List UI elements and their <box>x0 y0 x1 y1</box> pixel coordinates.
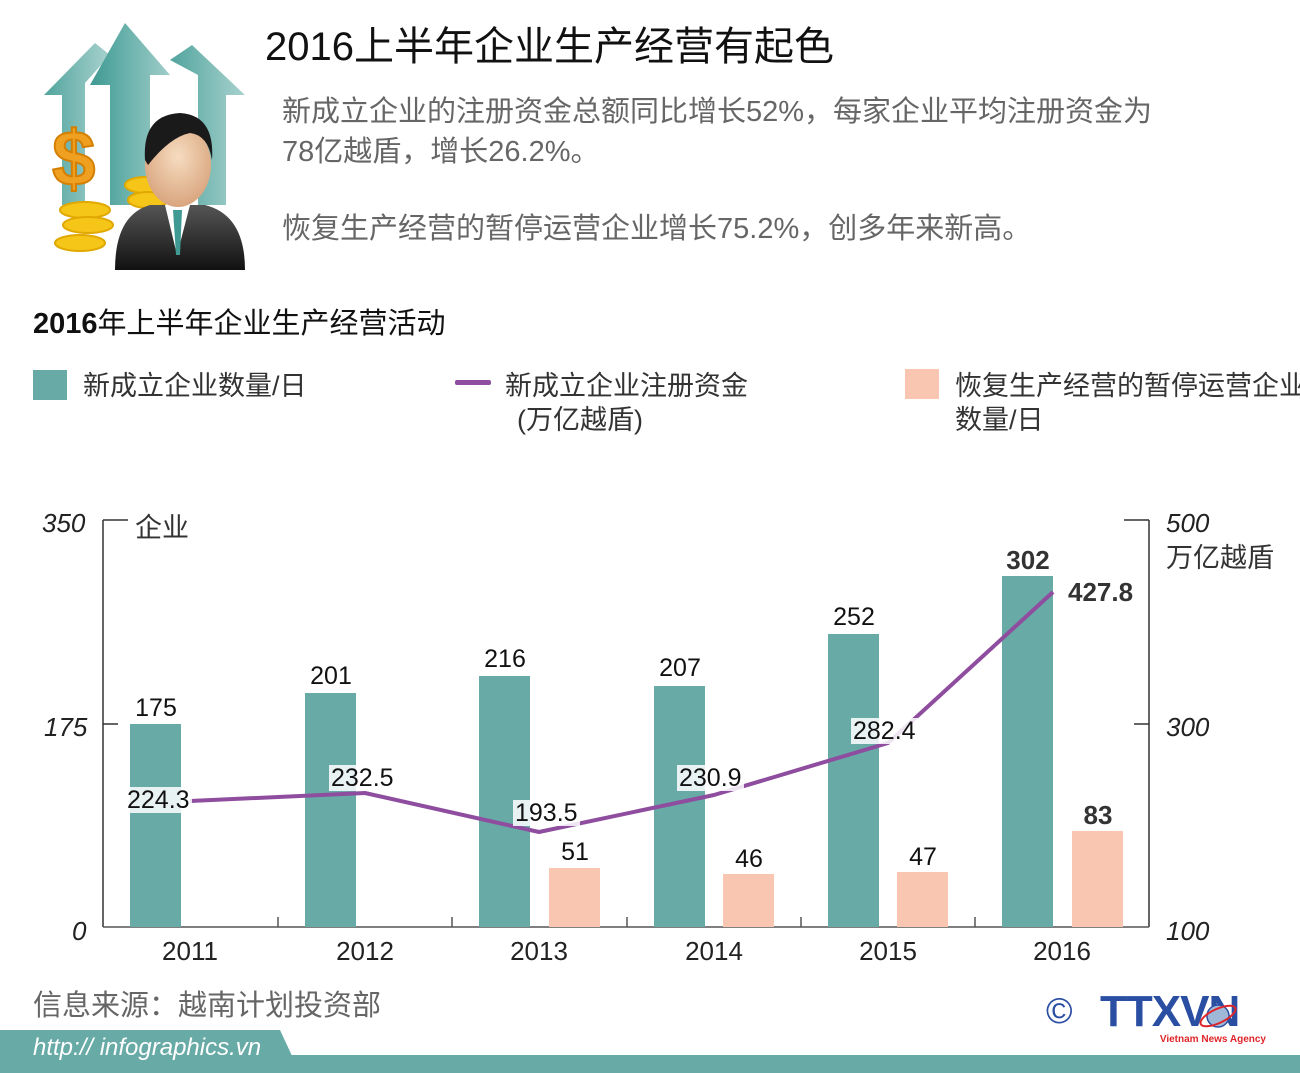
year-label-2014: 2014 <box>685 936 743 966</box>
value-resumed-2016: 83 <box>1083 800 1113 830</box>
legend-swatch-new-firms <box>33 370 67 400</box>
legend-swatch-resumed <box>905 369 939 399</box>
summary-paragraph-2: 恢复生产经营的暂停运营企业增长75.2%，创多年来新高。 <box>282 213 1032 245</box>
legend-label-resumed: 恢复生产经营的暂停运营企业 数量/日 <box>955 369 1300 437</box>
illustration: $ <box>30 15 260 275</box>
value-resumed-2015: 47 <box>909 843 937 871</box>
capital-line <box>189 590 1055 834</box>
summary-paragraph-1: 新成立企业的注册资金总额同比增长52%，每家企业平均注册资金为 78亿越盾，增长… <box>282 92 1272 172</box>
bar-new-firms-2012 <box>305 693 356 927</box>
left-axis <box>102 519 128 927</box>
bar-new-firms-2011 <box>130 724 181 927</box>
value-new-firms-2013: 216 <box>484 645 526 673</box>
chart-title-year: 2016 <box>33 308 98 340</box>
legend-label-resumed-line2: 数量/日 <box>955 405 1044 435</box>
bar-new-firms-2015 <box>828 634 879 927</box>
value-new-firms-2011: 175 <box>135 694 177 722</box>
value-capital-2015: 282.4 <box>851 717 918 745</box>
year-label-2015: 2015 <box>859 936 917 966</box>
value-capital-2013: 193.5 <box>513 799 580 827</box>
summary-line-2: 78亿越盾，增长26.2%。 <box>282 136 600 168</box>
legend-label-resumed-line1: 恢复生产经营的暂停运营企业 <box>955 371 1300 401</box>
left-axis-tick-175: 175 <box>44 712 88 742</box>
value-capital-2016: 427.8 <box>1068 577 1134 607</box>
value-new-firms-2016: 302 <box>1006 545 1050 575</box>
legend-label-new-firms: 新成立企业数量/日 <box>83 371 307 401</box>
left-axis-tick-0: 0 <box>72 916 87 946</box>
left-axis-tick-350: 350 <box>42 508 86 538</box>
legend-label-capital-line2: (万亿越盾) <box>517 405 643 435</box>
right-axis-tick-100: 100 <box>1166 916 1210 946</box>
legend-label-capital-line1: 新成立企业注册资金 <box>505 371 748 401</box>
right-axis-unit: 万亿越盾 <box>1166 543 1274 573</box>
value-new-firms-2012: 201 <box>310 662 352 690</box>
businessman-growth-icon: $ <box>44 23 245 270</box>
legend-label-capital: 新成立企业注册资金 (万亿越盾) <box>505 369 748 437</box>
year-label-2012: 2012 <box>336 936 394 966</box>
bar-resumed-2013 <box>549 868 600 927</box>
value-new-firms-2015: 252 <box>833 603 875 631</box>
chart-title: 2016年上半年企业生产经营活动 <box>33 300 446 342</box>
source-note: 信息来源：越南计划投资部 <box>33 990 382 1022</box>
value-resumed-2014: 46 <box>735 845 763 873</box>
footer-tab <box>0 1030 300 1073</box>
bar-resumed-2016 <box>1072 831 1123 927</box>
bar-new-firms-2016 <box>1002 576 1053 927</box>
summary-line-1: 新成立企业的注册资金总额同比增长52%，每家企业平均注册资金为 <box>282 96 1153 128</box>
year-label-2011: 2011 <box>162 936 218 966</box>
website-link[interactable]: http:// infographics.vn <box>33 1034 262 1061</box>
value-capital-2011: 224.3 <box>125 786 192 814</box>
ttxvn-logo-text: TTXVN <box>1100 987 1240 1036</box>
resumed-bars <box>549 831 1123 927</box>
x-axis <box>103 917 1149 928</box>
value-capital-2014: 230.9 <box>677 764 744 792</box>
svg-text:$: $ <box>52 114 95 202</box>
left-axis-unit: 企业 <box>135 513 189 543</box>
value-capital-2012: 232.5 <box>329 764 396 792</box>
ttxvn-logo-subtitle: Vietnam News Agency <box>1159 1034 1266 1045</box>
bar-resumed-2015 <box>897 872 948 927</box>
year-label-2013: 2013 <box>510 936 568 966</box>
page-title: 2016上半年企业生产经营有起色 <box>265 25 834 69</box>
globe-icon <box>1199 1004 1237 1028</box>
copyright-icon: © <box>1046 990 1073 1031</box>
chart-title-text: 年上半年企业生产经营活动 <box>97 308 446 340</box>
legend-swatch-capital <box>455 380 491 385</box>
right-axis-tick-300: 300 <box>1166 712 1210 742</box>
value-new-firms-2014: 207 <box>659 654 701 682</box>
right-axis-tick-500: 500 <box>1166 508 1210 538</box>
new-firms-bars <box>130 576 1053 927</box>
bar-resumed-2014 <box>723 874 774 927</box>
value-resumed-2013: 51 <box>561 838 589 866</box>
year-label-2016: 2016 <box>1033 936 1091 966</box>
right-axis <box>1124 519 1150 927</box>
footer-band <box>0 1055 1300 1073</box>
ttxvn-logo: TTXVN Vietnam News Agency <box>1100 990 1270 1046</box>
